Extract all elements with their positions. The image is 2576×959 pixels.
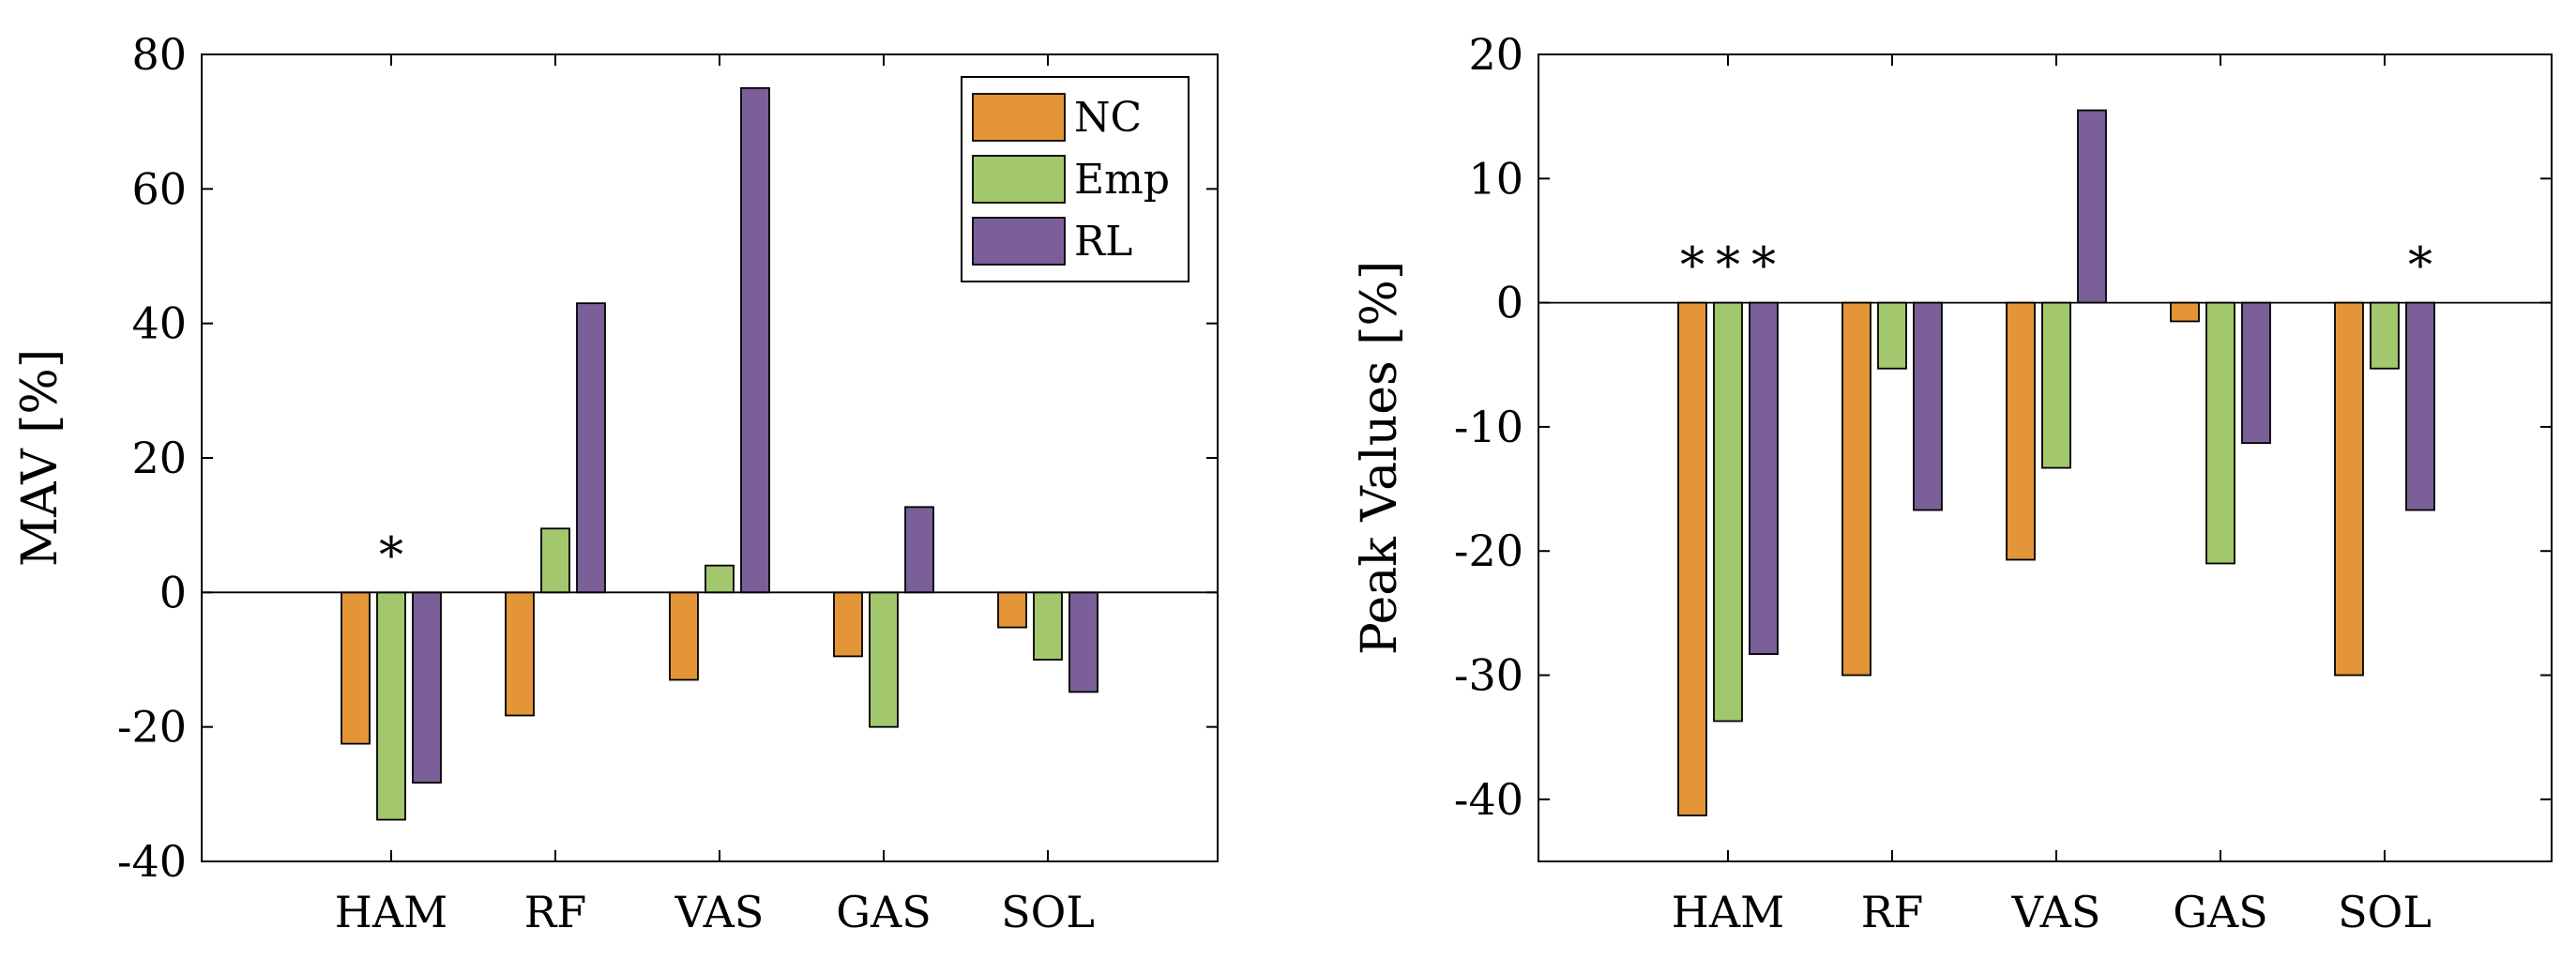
bar-emp-sol xyxy=(1033,591,1063,661)
y-tick-label: 20 xyxy=(1468,29,1523,80)
x-tick-label: SOL xyxy=(1001,887,1095,937)
legend: NC Emp RL xyxy=(961,76,1190,282)
y-tick-label: -20 xyxy=(117,702,187,753)
x-tick-label: RF xyxy=(524,887,587,937)
significance-marker: * xyxy=(379,527,403,584)
legend-swatch-rl xyxy=(972,217,1066,266)
legend-label-nc: NC xyxy=(1074,94,1142,142)
plot-area-frame xyxy=(1538,53,2553,862)
bar-nc-sol xyxy=(997,591,1027,629)
x-tick-label: VAS xyxy=(2011,887,2101,937)
legend-swatch-nc xyxy=(972,93,1066,142)
bar-rl-ham xyxy=(412,591,442,784)
y-tick-label: 80 xyxy=(131,29,187,80)
legend-label-emp: Emp xyxy=(1074,156,1170,204)
y-tick-label: -40 xyxy=(1454,774,1523,825)
significance-marker: * xyxy=(1680,238,1705,295)
bar-nc-rf xyxy=(505,591,535,717)
x-tick-label: HAM xyxy=(335,887,447,937)
bar-rl-sol xyxy=(1068,591,1099,693)
y-tick-label: 60 xyxy=(131,163,187,214)
y-tick-label: -40 xyxy=(117,836,187,887)
bar-emp-rf xyxy=(1877,301,1907,370)
legend-label-rl: RL xyxy=(1074,218,1132,266)
bar-rl-gas xyxy=(2241,301,2271,445)
bar-emp-sol xyxy=(2370,301,2400,370)
bar-nc-gas xyxy=(2170,301,2200,323)
y-tick-label: -20 xyxy=(1454,525,1523,576)
y-tick-label: -10 xyxy=(1454,402,1523,452)
bar-emp-ham xyxy=(1713,301,1743,723)
bar-rl-sol xyxy=(2405,301,2435,511)
y-tick-label: 0 xyxy=(1496,278,1523,328)
bar-nc-sol xyxy=(2334,301,2364,677)
y-tick-label: 40 xyxy=(131,298,187,349)
y-axis-label: Peak Values [%] xyxy=(1352,261,1408,655)
significance-marker: * xyxy=(1716,238,1740,295)
x-tick-label: GAS xyxy=(2173,887,2267,937)
significance-marker: * xyxy=(1751,238,1776,295)
bar-nc-ham xyxy=(341,591,371,745)
bar-rl-rf xyxy=(1913,301,1943,511)
y-tick-label: -30 xyxy=(1454,650,1523,701)
bar-nc-rf xyxy=(1841,301,1871,677)
bar-emp-rf xyxy=(540,527,570,594)
bar-rl-vas xyxy=(2077,109,2107,304)
significance-marker: * xyxy=(2408,238,2432,295)
bar-emp-gas xyxy=(2205,301,2235,565)
bar-emp-vas xyxy=(705,564,735,594)
x-tick-label: SOL xyxy=(2338,887,2432,937)
bar-nc-ham xyxy=(1677,301,1707,816)
x-tick-label: HAM xyxy=(1672,887,1784,937)
y-tick-label: 20 xyxy=(131,433,187,483)
x-tick-label: RF xyxy=(1861,887,1924,937)
chart-panel-0: 80 60 40 20 0 -20 -40 HAM RF VAS GAS SOL MAV [%] * NC E… xyxy=(12,29,1219,937)
y-tick-label: 0 xyxy=(159,567,187,617)
bar-emp-ham xyxy=(376,591,406,821)
y-axis-label: MAV [%] xyxy=(12,349,68,567)
legend-swatch-emp xyxy=(972,155,1066,204)
bar-rl-vas xyxy=(740,86,770,594)
bar-nc-vas xyxy=(2006,301,2036,561)
bar-emp-gas xyxy=(869,591,899,728)
x-tick-label: GAS xyxy=(836,887,931,937)
bar-emp-vas xyxy=(2041,301,2071,469)
y-tick-label: 10 xyxy=(1468,153,1523,204)
bar-rl-ham xyxy=(1749,301,1779,655)
chart-panel-1: 20 10 0 -10 -20 -30 -40 HAM RF VAS GAS SOL Peak Valu… xyxy=(1352,29,2553,937)
bar-nc-gas xyxy=(833,591,863,658)
bar-nc-vas xyxy=(669,591,699,681)
bar-rl-gas xyxy=(904,506,934,594)
bar-rl-rf xyxy=(576,302,606,594)
x-tick-label: VAS xyxy=(674,887,765,937)
